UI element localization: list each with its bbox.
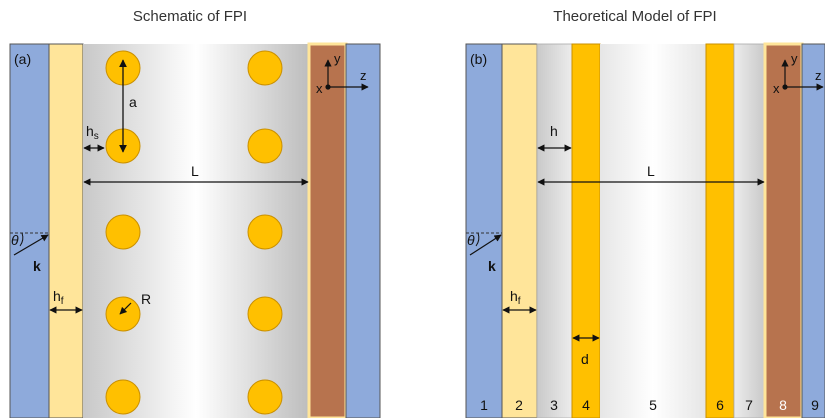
k-arrow-a	[13, 234, 49, 256]
sphere	[247, 50, 283, 86]
panel-label-a: (a)	[14, 51, 31, 67]
label-hs: hs	[86, 123, 99, 142]
layer-number: 4	[582, 397, 590, 413]
R-arrow	[119, 302, 132, 315]
panel-b: (b) h L θ k hf d x y z 1 2 3 4 5 6 7 8 9	[465, 42, 825, 418]
axis-y-b: y	[791, 51, 798, 66]
sphere	[247, 214, 283, 250]
sphere	[105, 379, 141, 415]
layer-1	[465, 43, 503, 418]
sphere	[247, 379, 283, 415]
layer-number: 3	[550, 397, 558, 413]
layer-number: 9	[811, 397, 819, 413]
layer-5	[600, 44, 706, 418]
panel-a: (a) a hs L θ k hf R x y z	[9, 42, 381, 418]
axis-z-b: z	[815, 68, 822, 83]
substrate-right-a	[345, 43, 381, 418]
label-theta-b: θ	[467, 232, 475, 248]
axis-y-a: y	[334, 51, 341, 66]
layer-number: 1	[480, 397, 488, 413]
layer-3	[536, 43, 573, 418]
axes-a	[324, 59, 369, 91]
label-hf-a: hf	[53, 288, 64, 307]
layer-number: 8	[779, 397, 787, 413]
label-h: h	[550, 123, 558, 139]
axis-x-a: x	[316, 81, 323, 96]
label-k-a: k	[33, 258, 41, 274]
k-arrow-b	[469, 234, 502, 256]
layer-8	[763, 42, 804, 418]
metal-layer-a	[307, 42, 348, 418]
layer-4	[571, 43, 601, 418]
sphere	[105, 214, 141, 250]
layer-2	[501, 43, 538, 418]
axis-x-b: x	[773, 81, 780, 96]
sphere	[247, 128, 283, 164]
layer-number: 2	[515, 397, 523, 413]
label-theta-a: θ	[11, 232, 19, 248]
substrate-left-a	[9, 43, 50, 418]
sphere	[105, 296, 141, 332]
layer-6	[705, 43, 735, 418]
axis-z-a: z	[360, 68, 367, 83]
label-L-b: L	[647, 163, 655, 179]
label-hf-b: hf	[510, 288, 521, 307]
layer-7	[733, 43, 766, 418]
label-L-a: L	[191, 163, 199, 179]
layer-number: 5	[649, 397, 657, 413]
film-layer-a	[48, 43, 84, 418]
label-d: d	[581, 351, 589, 367]
layer-9	[801, 43, 825, 418]
label-R: R	[141, 291, 151, 307]
layer-number: 7	[745, 397, 753, 413]
theta-arc-b	[475, 232, 480, 247]
label-k-b: k	[488, 258, 496, 274]
panel-a-title: Schematic of FPI	[132, 8, 248, 25]
label-a: a	[129, 94, 137, 110]
theta-arc-a	[19, 232, 24, 247]
axes-b	[781, 59, 824, 91]
sphere	[247, 296, 283, 332]
layer-number: 6	[716, 397, 724, 413]
panel-b-title: Theoretical Model of FPI	[553, 8, 717, 25]
panel-label-b: (b)	[470, 51, 487, 67]
